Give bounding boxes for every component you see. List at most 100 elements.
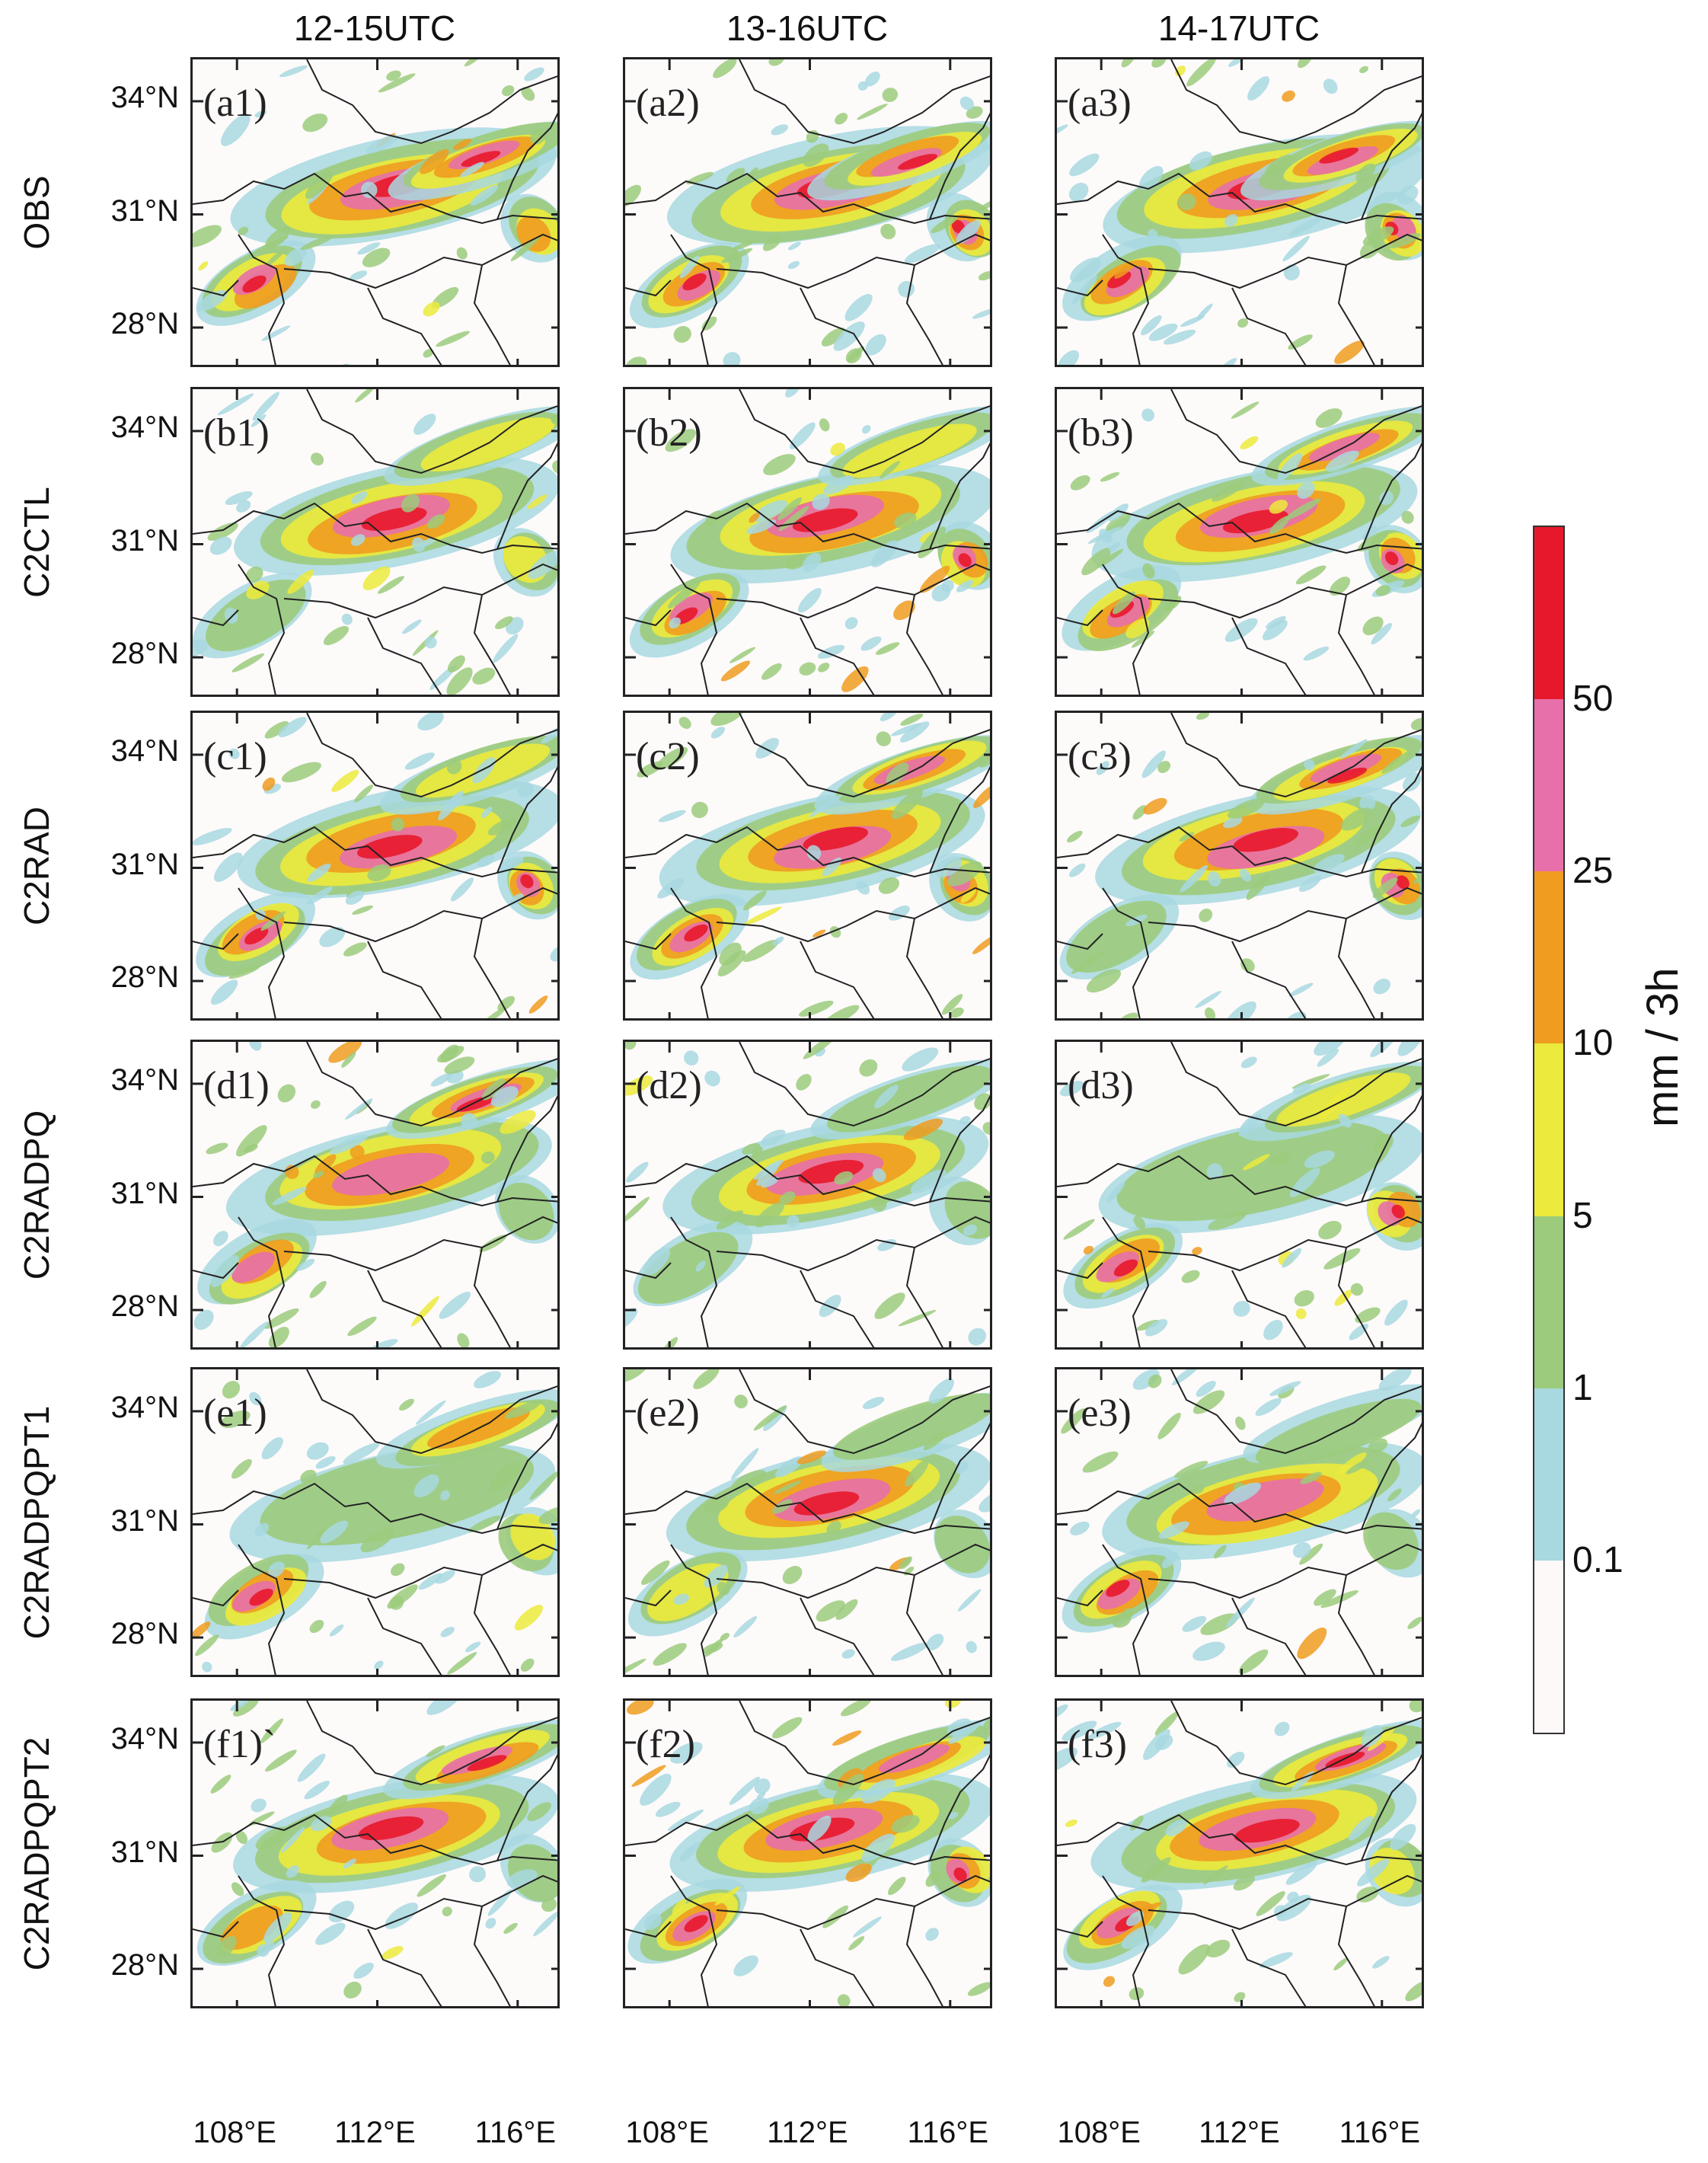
precip-map <box>1057 1369 1422 1675</box>
precip-cell <box>1141 315 1162 336</box>
precip-cell <box>404 752 435 770</box>
precip-cell <box>928 1378 954 1404</box>
precip-cell <box>1303 646 1330 661</box>
panel-label: (e2) <box>636 1391 700 1435</box>
precip-cell <box>485 1918 496 1929</box>
province-boundary <box>1057 280 1103 297</box>
precip-cell <box>217 393 254 416</box>
precip-cell <box>1372 877 1398 898</box>
map-panel: (c1) <box>190 711 560 1021</box>
precip-cell <box>1224 618 1258 642</box>
precip-cell <box>550 943 557 962</box>
province-boundary <box>625 933 672 951</box>
precip-cell <box>826 1521 841 1535</box>
precip-cell <box>853 1916 882 1938</box>
precip-cell <box>391 817 405 832</box>
precip-cell <box>1103 1976 1116 1987</box>
precip-cell <box>1400 815 1420 827</box>
province-boundary <box>800 1928 875 2006</box>
precip-cell <box>950 1007 964 1018</box>
province-boundary <box>625 609 672 627</box>
province-boundary <box>1102 1875 1150 2006</box>
precip-cell <box>899 721 930 743</box>
precip-cell <box>862 425 871 434</box>
precip-cell <box>640 1773 672 1806</box>
province-boundary <box>625 1813 990 1866</box>
precip-cell <box>387 1584 418 1609</box>
precip-cell <box>213 1231 228 1247</box>
precip-cell <box>1362 526 1377 541</box>
precip-cell <box>1157 760 1171 774</box>
precip-cell <box>263 1912 292 1943</box>
precip-cell <box>450 877 474 902</box>
precip-cell <box>1178 1944 1210 1975</box>
precip-cell <box>231 1459 252 1479</box>
precip-cell <box>284 248 307 267</box>
precip-cell <box>1375 585 1391 596</box>
precip-cell <box>1114 263 1134 279</box>
precip-cell <box>1233 1301 1250 1317</box>
precip-cell <box>350 270 368 281</box>
precip-cell <box>1069 1521 1090 1535</box>
precip-cell <box>1192 1247 1202 1255</box>
province-boundary <box>1102 887 1150 1018</box>
precip-cell <box>1313 854 1345 873</box>
province-boundary <box>306 713 557 798</box>
precip-cell <box>679 1842 701 1861</box>
map-panel: (e3) <box>1055 1367 1424 1677</box>
province-boundary <box>1361 1753 1422 1861</box>
precip-cell <box>1247 76 1270 101</box>
precip-cell <box>841 1649 855 1659</box>
precip-cell <box>193 1309 214 1331</box>
province-boundary <box>306 389 557 474</box>
precip-cell <box>1318 1220 1342 1240</box>
precip-contour <box>958 553 972 567</box>
precip-cell <box>444 1056 475 1075</box>
precip-cell <box>626 1701 654 1715</box>
precip-cell <box>1224 214 1238 227</box>
precip-cell <box>956 580 974 593</box>
colorbar-segment <box>1534 1043 1563 1216</box>
precip-cell <box>959 1116 971 1126</box>
precip-cell <box>355 389 375 403</box>
precip-cell <box>730 1470 767 1492</box>
precip-cell <box>193 828 232 845</box>
precip-cell <box>771 124 789 136</box>
province-boundary <box>1231 1597 1307 1675</box>
precip-cell <box>211 1832 233 1853</box>
precip-cell <box>494 616 513 630</box>
precip-cell <box>1200 1613 1238 1635</box>
province-boundary <box>238 1875 286 2006</box>
precip-map <box>1057 713 1422 1018</box>
precip-cell <box>1373 1133 1394 1153</box>
precip-cell <box>251 414 267 427</box>
panel-label: (b3) <box>1068 411 1134 455</box>
precip-contour <box>1384 551 1399 566</box>
precip-contour <box>357 835 423 859</box>
map-panel: (e1) <box>190 1367 560 1677</box>
precip-cell <box>667 1809 704 1832</box>
precip-map <box>625 59 990 365</box>
map-panel: (a2) <box>623 57 992 367</box>
precip-cell <box>1220 358 1237 365</box>
precip-map <box>193 713 557 1018</box>
precip-cell <box>1397 1042 1422 1056</box>
precip-cell <box>427 514 445 529</box>
precip-cell <box>864 72 880 87</box>
precip-cell <box>1208 1211 1247 1230</box>
province-boundary <box>716 1216 990 1272</box>
precip-cell <box>225 491 253 506</box>
province-boundary <box>238 1544 286 1675</box>
precip-cell <box>691 801 708 819</box>
precip-cell <box>833 321 865 351</box>
precip-cell <box>673 326 691 343</box>
map-panel: (e2) <box>623 1367 992 1677</box>
precip-cell <box>374 1660 384 1669</box>
precip-cell <box>976 193 990 212</box>
province-boundary <box>739 713 990 798</box>
precip-cell <box>797 1450 827 1465</box>
precip-cell <box>360 181 378 199</box>
precip-cell <box>837 1994 851 2006</box>
precip-contour <box>206 579 306 652</box>
precip-cell <box>1379 490 1394 506</box>
